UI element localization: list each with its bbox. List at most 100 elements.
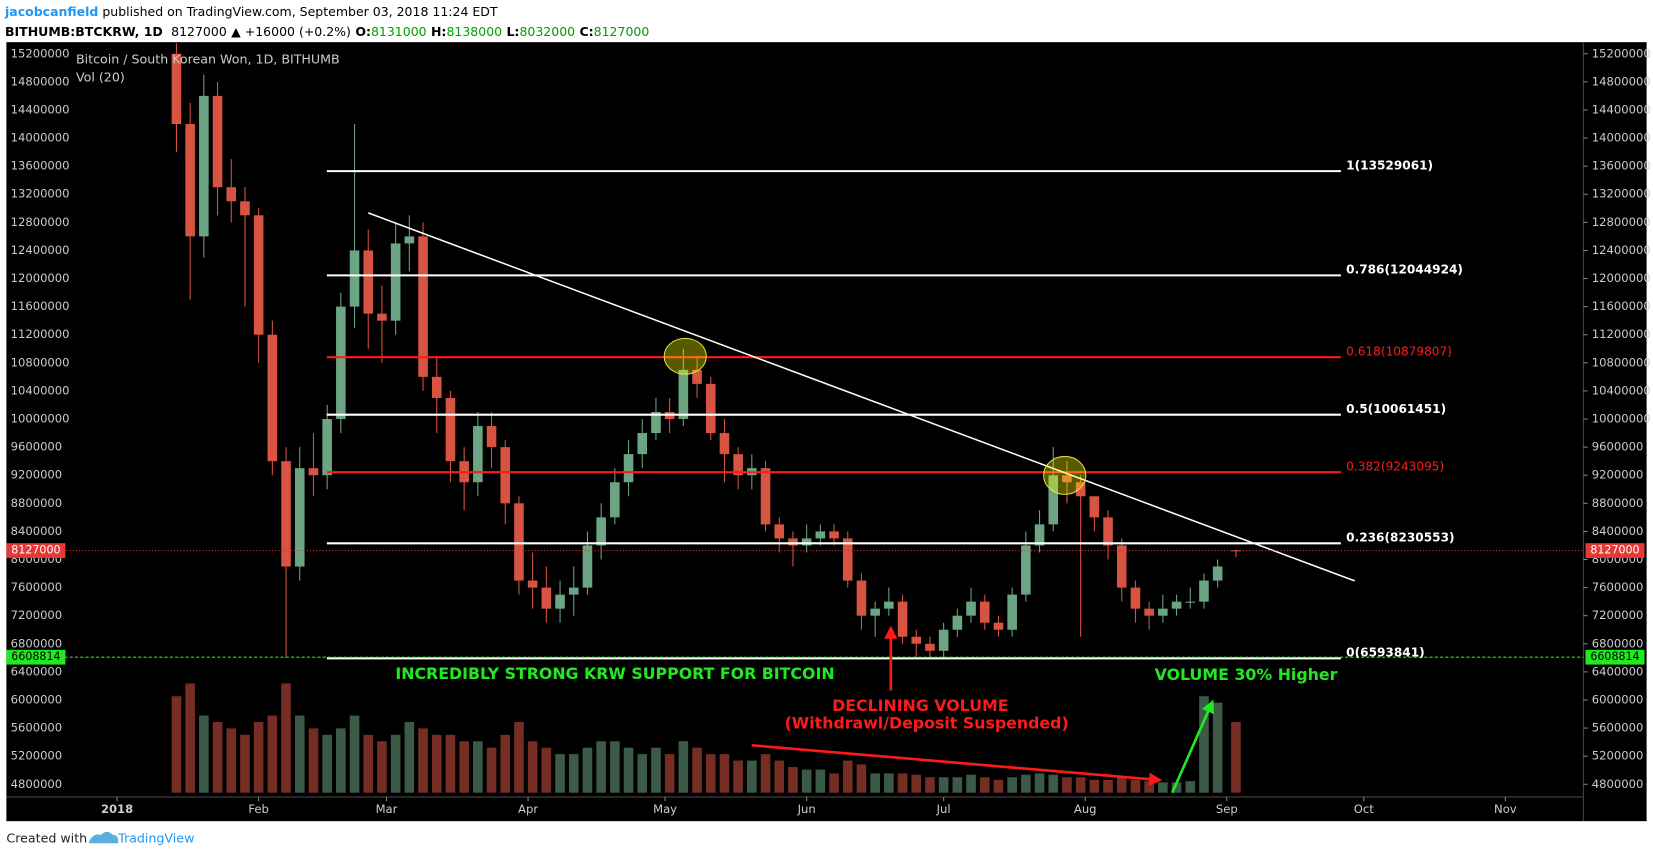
candle-body bbox=[541, 587, 552, 609]
candle-body bbox=[829, 531, 839, 539]
volume-bar bbox=[623, 747, 634, 793]
change: ▲ +16000 (+0.2%) bbox=[231, 24, 351, 39]
y-tick-label-right: 5200000 bbox=[1592, 749, 1644, 763]
y-tick-label: 5600000 bbox=[11, 721, 63, 735]
x-tick-label: Nov bbox=[1494, 802, 1517, 816]
volume-bar bbox=[1021, 774, 1031, 793]
volume-bar bbox=[253, 721, 264, 793]
volume-bar bbox=[664, 754, 675, 793]
candle-body bbox=[993, 622, 1004, 630]
candle-body bbox=[582, 545, 593, 588]
candle-body bbox=[226, 187, 237, 202]
annotation: (Withdrawl/Deposit Suspended) bbox=[785, 714, 1069, 733]
volume-bar bbox=[199, 715, 209, 793]
y-tick-label-right: 15200000 bbox=[1592, 46, 1651, 60]
volume-bar bbox=[801, 769, 812, 793]
volume-bar bbox=[993, 779, 1004, 793]
price-tag-right-bg bbox=[1585, 543, 1645, 558]
candle-body bbox=[774, 524, 785, 539]
arrow bbox=[751, 743, 1163, 786]
volume-bar bbox=[431, 734, 442, 793]
x-tick-label: May bbox=[653, 802, 677, 816]
support-tag-right: 6608814 bbox=[1590, 650, 1639, 663]
y-tick-label-right: 12800000 bbox=[1592, 215, 1651, 229]
candle-body bbox=[911, 636, 922, 644]
y-tick-label-right: 6000000 bbox=[1592, 692, 1644, 706]
candle-body bbox=[637, 433, 648, 455]
o-label: O: bbox=[355, 24, 371, 39]
y-tick-label-right: 12000000 bbox=[1592, 271, 1651, 285]
candle-body bbox=[1034, 524, 1045, 546]
candle-body bbox=[1048, 475, 1059, 525]
candle-body bbox=[363, 250, 374, 314]
volume-bar bbox=[678, 741, 689, 793]
volume-bar bbox=[1185, 781, 1196, 793]
h-value: 8138000 bbox=[446, 24, 503, 39]
volume-bar bbox=[747, 760, 757, 793]
x-tick-label: Mar bbox=[376, 802, 398, 816]
candle-body bbox=[486, 426, 497, 448]
candle-body bbox=[185, 124, 195, 237]
y-tick-label: 8400000 bbox=[11, 524, 63, 538]
y-tick-label: 8800000 bbox=[11, 496, 63, 510]
y-tick-label: 12800000 bbox=[11, 215, 70, 229]
candle-body bbox=[404, 236, 415, 244]
fib-label: 0.786(12044924) bbox=[1346, 263, 1463, 277]
candle-body bbox=[897, 601, 908, 637]
candle-body bbox=[1231, 550, 1241, 552]
candle-body bbox=[390, 243, 401, 321]
volume-bar bbox=[445, 734, 456, 793]
footer-created: Created with bbox=[6, 831, 87, 846]
candle-body bbox=[445, 397, 456, 462]
volume-bar bbox=[1103, 779, 1113, 793]
y-tick-label: 11200000 bbox=[11, 327, 70, 341]
annotation: INCREDIBLY STRONG KRW SUPPORT FOR BITCOI… bbox=[395, 664, 834, 683]
volume-bar bbox=[514, 721, 524, 793]
volume-bar bbox=[1075, 777, 1086, 793]
x-tick-label: Jun bbox=[797, 802, 816, 816]
volume-bar bbox=[651, 747, 661, 793]
volume-bar bbox=[856, 764, 867, 793]
y-tick-label-right: 13600000 bbox=[1592, 159, 1651, 173]
author[interactable]: jacobcanfield bbox=[5, 4, 99, 19]
y-tick-label: 7200000 bbox=[11, 608, 63, 622]
volume-bar bbox=[884, 773, 894, 793]
volume-bar bbox=[171, 696, 182, 793]
y-tick-label: 10400000 bbox=[11, 383, 70, 397]
volume-bar bbox=[610, 741, 620, 793]
y-tick-label: 11600000 bbox=[11, 299, 70, 313]
volume-bar bbox=[1199, 696, 1209, 793]
x-tick-label: Feb bbox=[248, 802, 269, 816]
candle-body bbox=[925, 643, 935, 651]
candle-body bbox=[1130, 587, 1141, 609]
y-tick-label-right: 13200000 bbox=[1592, 187, 1651, 201]
volume-bar bbox=[966, 774, 976, 793]
y-tick-label-right: 14000000 bbox=[1592, 131, 1651, 145]
c-value: 8127000 bbox=[593, 24, 650, 39]
volume-bar bbox=[1171, 782, 1182, 793]
volume-bar bbox=[212, 721, 223, 793]
support-tag-right-bg bbox=[1585, 649, 1645, 665]
footer-brand[interactable]: TradingView bbox=[117, 831, 194, 846]
volume-bar bbox=[363, 734, 374, 793]
y-tick-label-right: 10400000 bbox=[1592, 383, 1651, 397]
x-tick-label: Aug bbox=[1074, 802, 1097, 816]
volume-bar bbox=[1062, 777, 1072, 793]
candle-body bbox=[870, 608, 880, 616]
fib-label: 1(13529061) bbox=[1346, 158, 1433, 172]
y-tick-label-right: 10000000 bbox=[1592, 412, 1651, 426]
candle-body bbox=[267, 334, 278, 462]
candle-body bbox=[1062, 475, 1072, 483]
volume-bar bbox=[1212, 702, 1223, 793]
price-tag-bg bbox=[6, 543, 66, 558]
volume-bar bbox=[486, 747, 497, 793]
y-tick-label-right: 7200000 bbox=[1592, 608, 1644, 622]
candle-body bbox=[1116, 545, 1127, 588]
candle-body bbox=[1212, 566, 1223, 581]
volume-bar bbox=[938, 777, 949, 793]
c-label: C: bbox=[579, 24, 594, 39]
y-tick-label: 6000000 bbox=[11, 692, 63, 706]
highlight-circle bbox=[663, 337, 707, 375]
